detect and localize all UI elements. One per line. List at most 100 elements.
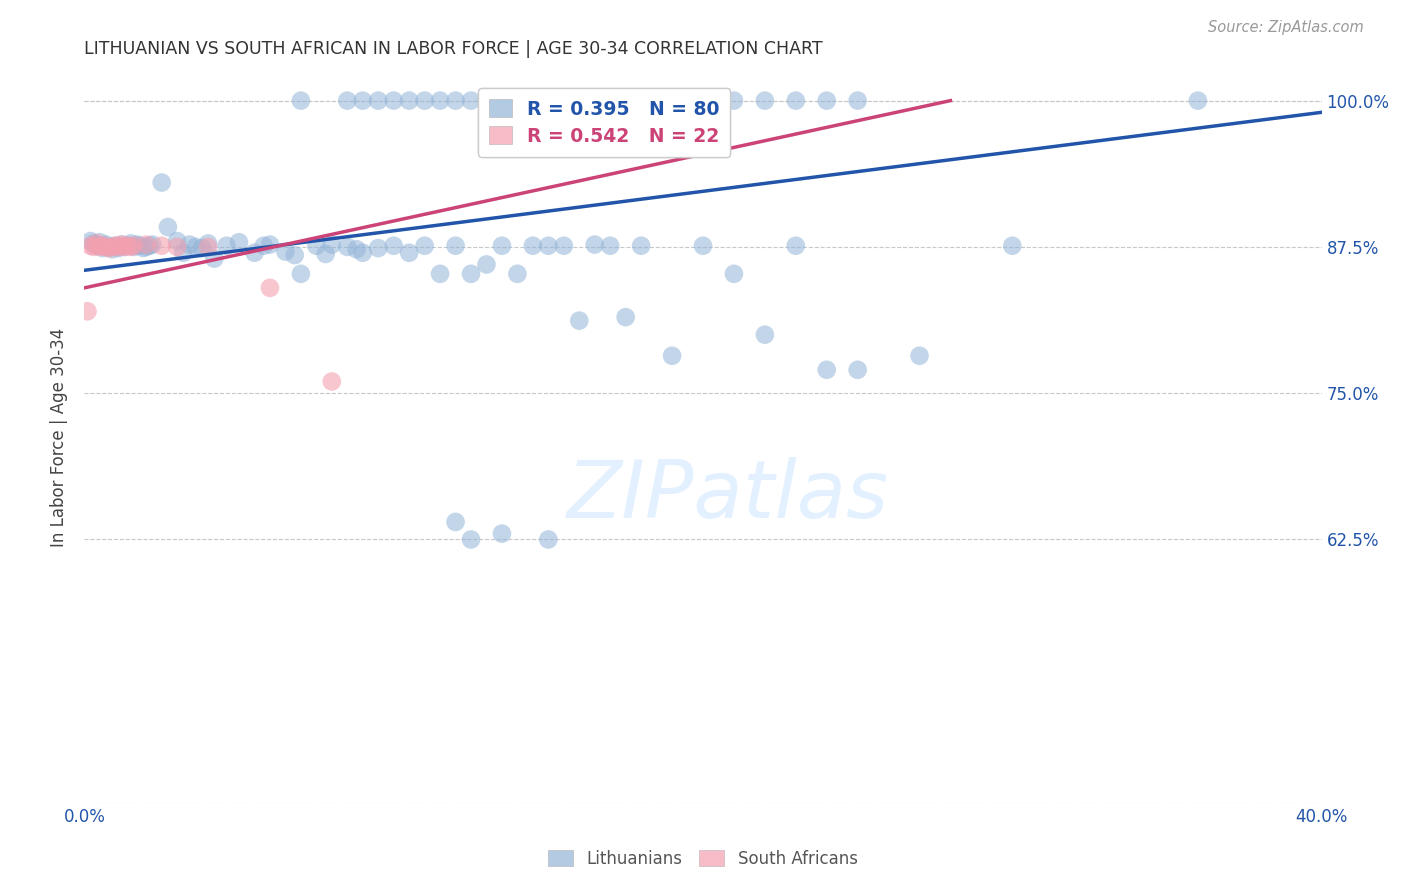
Point bbox=[191, 241, 214, 255]
Point bbox=[184, 240, 207, 254]
Point bbox=[83, 236, 105, 251]
Point bbox=[475, 94, 498, 108]
Point bbox=[460, 94, 482, 108]
Point bbox=[553, 238, 575, 252]
Point bbox=[475, 257, 498, 271]
Point bbox=[754, 94, 776, 108]
Point bbox=[150, 238, 173, 252]
Point bbox=[398, 94, 420, 108]
Point bbox=[367, 94, 389, 108]
Point bbox=[290, 94, 312, 108]
Point bbox=[104, 238, 127, 252]
Point bbox=[491, 94, 513, 108]
Point bbox=[114, 240, 136, 254]
Point bbox=[122, 238, 145, 252]
Point bbox=[305, 238, 328, 252]
Point bbox=[429, 94, 451, 108]
Point bbox=[284, 248, 307, 262]
Point bbox=[91, 241, 114, 255]
Point bbox=[107, 241, 129, 255]
Point bbox=[141, 237, 163, 252]
Point bbox=[253, 238, 276, 252]
Point bbox=[259, 237, 281, 252]
Point bbox=[110, 237, 132, 252]
Point bbox=[460, 533, 482, 547]
Point bbox=[429, 267, 451, 281]
Point bbox=[135, 240, 157, 254]
Point bbox=[120, 236, 142, 251]
Point bbox=[290, 267, 312, 281]
Point bbox=[723, 267, 745, 281]
Point bbox=[321, 375, 343, 389]
Point bbox=[754, 327, 776, 342]
Legend: R = 0.395   N = 80, R = 0.542   N = 22: R = 0.395 N = 80, R = 0.542 N = 22 bbox=[478, 88, 730, 157]
Y-axis label: In Labor Force | Age 30-34: In Labor Force | Age 30-34 bbox=[51, 327, 69, 547]
Point bbox=[150, 176, 173, 190]
Point bbox=[259, 281, 281, 295]
Point bbox=[398, 245, 420, 260]
Point bbox=[1001, 238, 1024, 252]
Point bbox=[352, 245, 374, 260]
Legend: Lithuanians, South Africans: Lithuanians, South Africans bbox=[541, 844, 865, 875]
Point bbox=[79, 238, 101, 252]
Point bbox=[104, 238, 127, 252]
Point bbox=[382, 94, 405, 108]
Text: Source: ZipAtlas.com: Source: ZipAtlas.com bbox=[1208, 20, 1364, 35]
Point bbox=[599, 238, 621, 252]
Point bbox=[413, 238, 436, 252]
Point bbox=[553, 94, 575, 108]
Point bbox=[846, 363, 869, 377]
Text: ZIPatlas: ZIPatlas bbox=[567, 457, 889, 534]
Point bbox=[166, 234, 188, 248]
Point bbox=[614, 94, 637, 108]
Point bbox=[346, 242, 368, 256]
Point bbox=[243, 245, 266, 260]
Point bbox=[101, 242, 124, 256]
Point bbox=[107, 240, 129, 254]
Point bbox=[491, 526, 513, 541]
Point bbox=[568, 313, 591, 327]
Point bbox=[908, 349, 931, 363]
Point bbox=[785, 238, 807, 252]
Point bbox=[156, 219, 179, 234]
Point bbox=[692, 238, 714, 252]
Point bbox=[94, 237, 117, 252]
Point bbox=[110, 237, 132, 252]
Point bbox=[460, 267, 482, 281]
Point bbox=[583, 94, 606, 108]
Point bbox=[179, 237, 201, 252]
Point bbox=[166, 240, 188, 254]
Point bbox=[444, 94, 467, 108]
Point bbox=[125, 237, 148, 252]
Point bbox=[630, 238, 652, 252]
Point bbox=[215, 238, 238, 252]
Point bbox=[506, 94, 529, 108]
Point bbox=[83, 240, 105, 254]
Point bbox=[367, 241, 389, 255]
Point bbox=[444, 515, 467, 529]
Point bbox=[614, 310, 637, 325]
Point bbox=[315, 247, 337, 261]
Point bbox=[336, 240, 359, 254]
Point bbox=[89, 240, 111, 254]
Point bbox=[228, 235, 250, 250]
Point bbox=[86, 236, 108, 251]
Point bbox=[132, 241, 155, 255]
Point bbox=[197, 236, 219, 251]
Point bbox=[120, 240, 142, 254]
Point bbox=[197, 240, 219, 254]
Point bbox=[336, 94, 359, 108]
Point bbox=[568, 94, 591, 108]
Point bbox=[117, 238, 139, 252]
Point bbox=[444, 238, 467, 252]
Point bbox=[491, 238, 513, 252]
Point bbox=[94, 240, 117, 254]
Point bbox=[785, 94, 807, 108]
Point bbox=[1187, 94, 1209, 108]
Point bbox=[815, 363, 838, 377]
Point bbox=[537, 94, 560, 108]
Point bbox=[117, 238, 139, 252]
Point bbox=[815, 94, 838, 108]
Point bbox=[382, 238, 405, 252]
Point bbox=[202, 252, 225, 266]
